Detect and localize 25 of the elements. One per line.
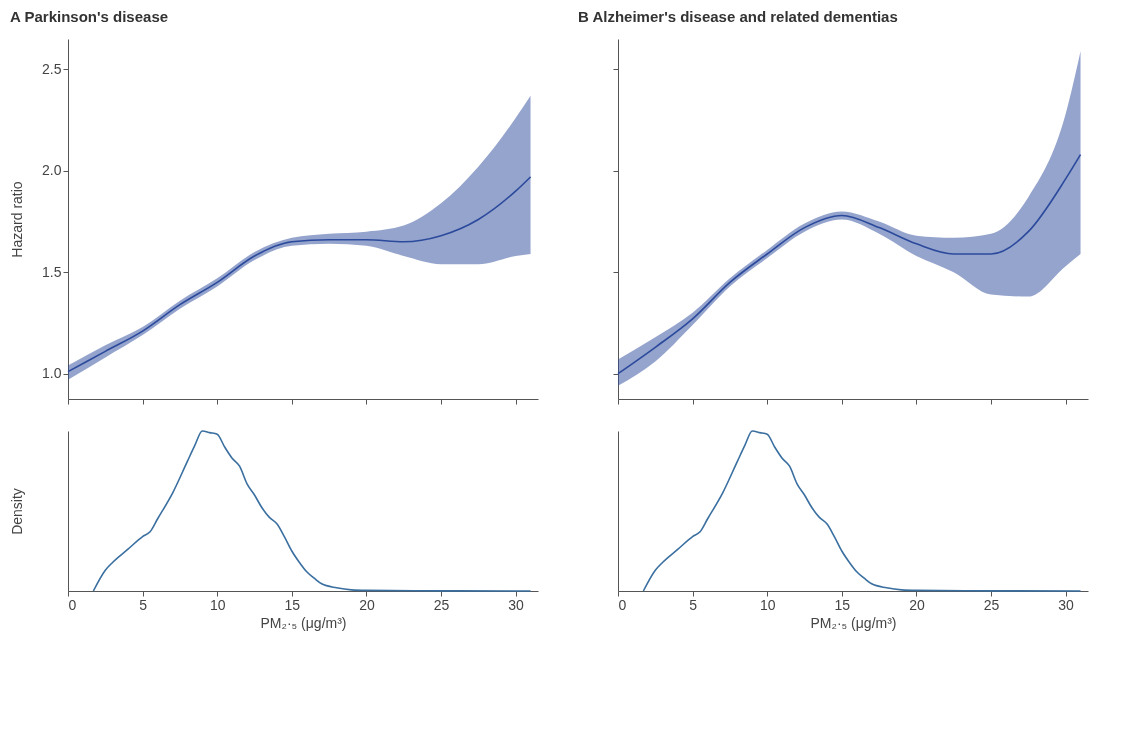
chart-title: B Alzheimer's disease and related dementias: [578, 8, 898, 25]
chart-title: A Parkinson's disease: [10, 8, 169, 25]
y-tick-label: 2.5: [42, 60, 62, 77]
x-tick-label: 10: [209, 596, 226, 613]
x-tick-label: 20: [359, 596, 375, 613]
y-axis-title: Hazard ratio: [8, 181, 25, 258]
x-tick-label: 10: [759, 596, 776, 613]
x-tick-label: 15: [834, 596, 851, 613]
x-axis-title: PM₂·₅ (μg/m³): [810, 614, 897, 631]
y-tick-label: 1.0: [42, 365, 62, 382]
x-tick-label: 5: [689, 596, 698, 613]
x-tick-label: 30: [508, 596, 525, 613]
y-tick-label: 1.5: [42, 263, 62, 280]
x-axis-title: PM₂·₅ (μg/m³): [260, 614, 347, 631]
x-tick-label: 15: [284, 596, 301, 613]
y-tick-label: 2.0: [42, 162, 62, 179]
x-tick-label: 25: [983, 596, 1000, 613]
x-tick-label: 25: [433, 596, 450, 613]
x-tick-label: 0: [618, 596, 627, 613]
x-tick-label: 30: [1058, 596, 1075, 613]
x-tick-label: 20: [909, 596, 925, 613]
line-series: [67, 176, 532, 373]
x-tick-label: 0: [68, 596, 77, 613]
x-tick-label: 5: [139, 596, 148, 613]
y-axis-title: Density: [8, 488, 25, 535]
